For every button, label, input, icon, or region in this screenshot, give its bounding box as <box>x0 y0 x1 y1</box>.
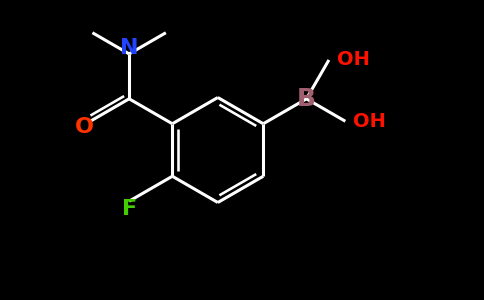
Text: F: F <box>121 199 136 219</box>
Text: B: B <box>297 87 316 111</box>
Text: OH: OH <box>353 112 386 131</box>
Text: N: N <box>120 38 138 58</box>
Text: OH: OH <box>337 50 370 69</box>
Text: O: O <box>75 117 94 137</box>
